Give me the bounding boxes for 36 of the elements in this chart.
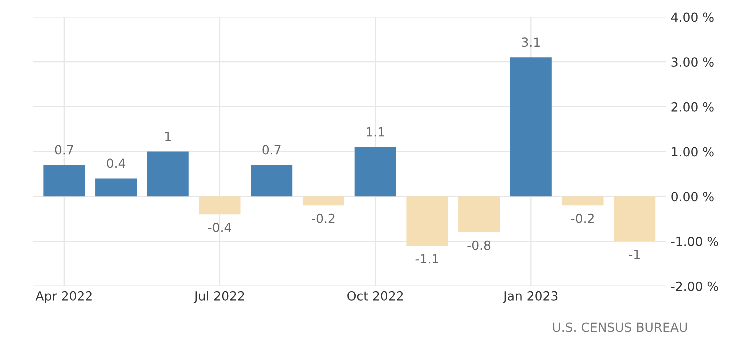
- y-tick-label: 4.00 %: [671, 12, 714, 22]
- y-tick-label: 2.00 %: [672, 102, 714, 112]
- y-tick-label: -2.00 %: [671, 282, 718, 292]
- bar: [354, 147, 396, 197]
- bar: [44, 165, 86, 197]
- data-label: 3.1: [522, 38, 540, 48]
- data-label: -1: [629, 250, 640, 260]
- bar: [406, 196, 448, 246]
- data-label: -0.2: [312, 214, 335, 224]
- x-tick-label: Oct 2022: [348, 291, 404, 301]
- data-label: -0.2: [571, 214, 594, 224]
- x-tick-label: Jul 2022: [194, 291, 244, 304]
- bar: [199, 196, 241, 215]
- x-tick-label: Apr 2022: [36, 291, 92, 304]
- text: U.S. CENSUS BUREAU: [553, 322, 688, 332]
- data-label: 0.4: [107, 158, 126, 168]
- y-tick-label: -1.00 %: [671, 236, 718, 246]
- data-label: -0.4: [208, 222, 232, 232]
- data-label: -0.8: [468, 240, 491, 250]
- data-label: 0.7: [55, 145, 74, 155]
- bar: [562, 196, 604, 206]
- bar: [96, 178, 138, 197]
- y-tick-label: 0.00 %: [672, 192, 714, 202]
- y-tick-label: 3.00 %: [672, 58, 714, 68]
- data-label: -1.1: [416, 254, 438, 264]
- bar: [302, 196, 344, 206]
- y-tick-label: 1.00 %: [672, 147, 714, 157]
- bar: [251, 165, 293, 197]
- data-label: 1: [166, 132, 171, 142]
- x-tick-label: Jan 2023: [502, 291, 558, 304]
- data-label: 1.1: [367, 128, 384, 137]
- bar: [147, 152, 189, 197]
- data-label: 0.7: [262, 145, 281, 155]
- bar: [510, 58, 552, 197]
- bar: [614, 196, 656, 242]
- bar: [458, 196, 500, 233]
